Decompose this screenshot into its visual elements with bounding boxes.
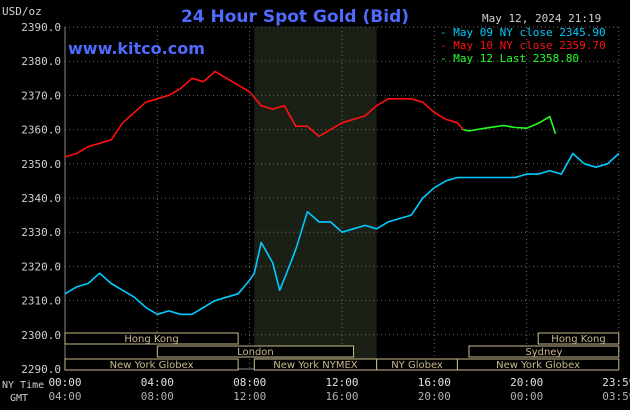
- session-label: NY Globex: [391, 360, 443, 371]
- gmt-label: GMT: [10, 393, 28, 404]
- y-tick-label: 2350.0: [21, 158, 61, 171]
- series-line-may-10: [64, 70, 464, 158]
- ny-time-label: NY Time: [2, 380, 44, 391]
- x-tick-gmt: 03:59: [602, 390, 630, 403]
- x-tick-ny: 04:00: [141, 376, 174, 389]
- y-axis-ticks: 2390.0 2380.0 2370.0 2360.0 2350.0 2340.0 2330…: [21, 21, 61, 376]
- y-axis-label: USD/oz: [2, 5, 42, 18]
- y-tick-label: 2310.0: [21, 295, 61, 308]
- x-tick-gmt: 08:00: [141, 390, 174, 403]
- x-tick-ny: 08:00: [233, 376, 266, 389]
- x-tick-gmt: 04:00: [48, 390, 81, 403]
- x-tick-ny: 12:00: [325, 376, 358, 389]
- session-box: [468, 345, 620, 358]
- x-tick-ny: 20:00: [510, 376, 543, 389]
- session-label: New York Globex: [496, 360, 580, 371]
- session-label: Hong Kong: [551, 334, 605, 345]
- legend-entry: - May 12 Last 2358.80: [440, 52, 579, 65]
- y-tick-label: 2380.0: [21, 55, 61, 68]
- y-tick-label: 2290.0: [21, 363, 61, 376]
- session-label: Hong Kong: [124, 334, 178, 345]
- y-tick-label: 2340.0: [21, 192, 61, 205]
- date-stamp: May 12, 2024 21:19: [482, 12, 601, 25]
- session-label: London: [237, 347, 274, 358]
- session-label: Sydney: [525, 347, 562, 358]
- session-label: New York NYMEX: [273, 360, 358, 371]
- x-axis-ticks: 00:0004:0008:0012:0016:0020:0023:5904:00…: [48, 376, 630, 403]
- y-tick-label: 2320.0: [21, 260, 61, 273]
- legend: - May 09 NY close 2345.90- May 10 NY clo…: [440, 26, 606, 65]
- series-line-may-09: [64, 152, 620, 316]
- session-box: [64, 332, 239, 345]
- series-line-may-12: [463, 115, 557, 134]
- watermark: www.kitco.com: [68, 39, 205, 58]
- session-box: [156, 345, 355, 358]
- market-sessions: Hong Kong Hong Kong London Sydney New York G…: [64, 332, 620, 371]
- price-series: [64, 70, 620, 316]
- session-label: New York Globex: [110, 360, 194, 371]
- y-tick-label: 2370.0: [21, 89, 61, 102]
- nymex-session-shade: [254, 27, 377, 369]
- y-tick-label: 2360.0: [21, 124, 61, 137]
- x-tick-ny: 00:00: [48, 376, 81, 389]
- session-box: [456, 358, 620, 371]
- x-tick-gmt: 20:00: [418, 390, 451, 403]
- session-box: [64, 358, 239, 371]
- legend-entry: - May 09 NY close 2345.90: [440, 26, 606, 39]
- y-tick-label: 2300.0: [21, 329, 61, 342]
- y-tick-label: 2390.0: [21, 21, 61, 34]
- session-box: [537, 332, 620, 345]
- x-tick-gmt: 12:00: [233, 390, 266, 403]
- x-tick-ny: 16:00: [418, 376, 451, 389]
- y-tick-label: 2330.0: [21, 226, 61, 239]
- x-tick-ny: 23:59: [602, 376, 630, 389]
- x-tick-gmt: 00:00: [510, 390, 543, 403]
- x-tick-gmt: 16:00: [325, 390, 358, 403]
- legend-entry: - May 10 NY close 2359.70: [440, 39, 606, 52]
- chart-title: 24 Hour Spot Gold (Bid): [181, 7, 409, 27]
